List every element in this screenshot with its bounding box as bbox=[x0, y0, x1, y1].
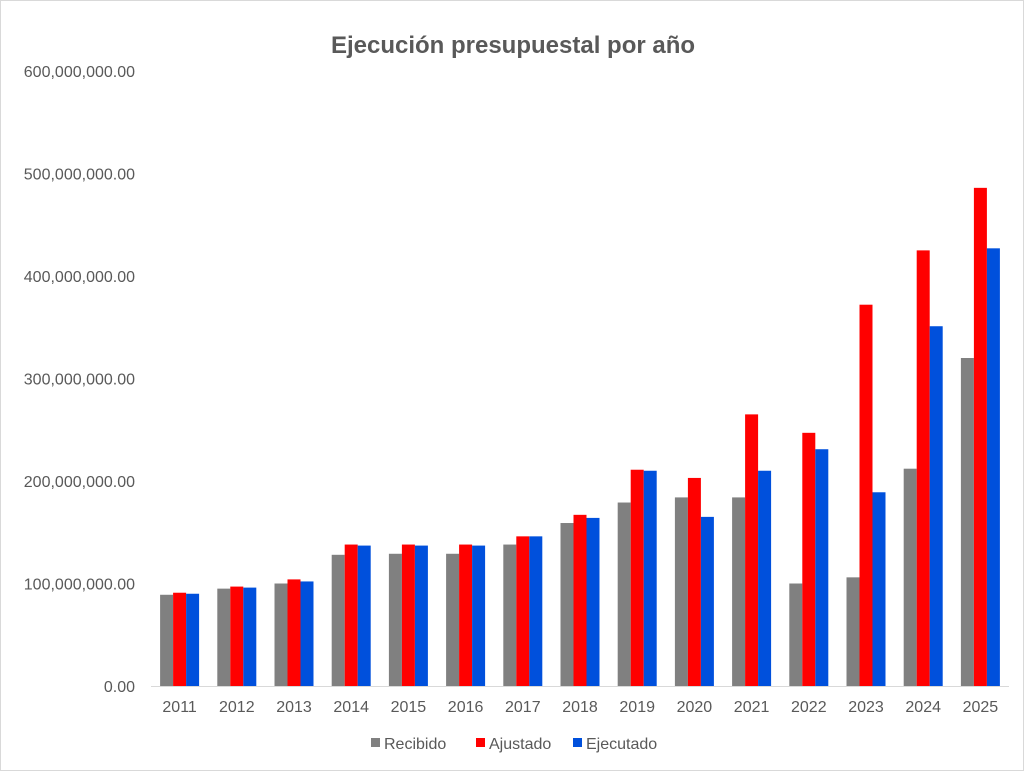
legend-label: Ejecutado bbox=[586, 736, 657, 753]
bars-group bbox=[160, 187, 1000, 687]
legend-item-ejecutado: Ejecutado bbox=[573, 736, 657, 753]
bar-ejecutado-2014 bbox=[357, 545, 371, 686]
bar-ajustado-2016 bbox=[459, 544, 473, 686]
bar-ajustado-2022 bbox=[802, 432, 816, 686]
y-tick-label: 600,000,000.00 bbox=[24, 64, 135, 81]
bar-recibido-2018 bbox=[560, 523, 574, 686]
x-tick-label: 2019 bbox=[619, 699, 655, 716]
bar-ejecutado-2020 bbox=[700, 516, 714, 687]
bar-ejecutado-2019 bbox=[643, 470, 657, 686]
x-tick-label: 2023 bbox=[848, 699, 884, 716]
bar-ejecutado-2025 bbox=[986, 248, 1000, 686]
bar-recibido-2011 bbox=[160, 594, 174, 686]
x-tick-label: 2014 bbox=[333, 699, 369, 716]
bar-recibido-2023 bbox=[846, 577, 860, 686]
x-tick-label: 2020 bbox=[677, 699, 713, 716]
legend-item-ajustado: Ajustado bbox=[476, 736, 551, 753]
bar-ejecutado-2012 bbox=[243, 587, 257, 686]
bar-recibido-2013 bbox=[274, 583, 288, 686]
bar-ajustado-2018 bbox=[573, 514, 587, 686]
x-tick-label: 2012 bbox=[219, 699, 255, 716]
bar-ajustado-2023 bbox=[859, 304, 873, 686]
bar-ajustado-2024 bbox=[916, 250, 930, 687]
x-tick-label: 2021 bbox=[734, 699, 770, 716]
bar-ajustado-2015 bbox=[401, 544, 415, 686]
y-tick-label: 400,000,000.00 bbox=[24, 269, 135, 286]
bar-recibido-2024 bbox=[903, 468, 917, 686]
x-tick-label: 2025 bbox=[963, 699, 999, 716]
bar-recibido-2020 bbox=[674, 497, 688, 686]
bar-ejecutado-2017 bbox=[529, 536, 543, 686]
bar-ajustado-2012 bbox=[230, 586, 244, 686]
x-tick-label: 2015 bbox=[391, 699, 427, 716]
legend-swatch bbox=[573, 738, 582, 747]
x-tick-label: 2017 bbox=[505, 699, 541, 716]
y-tick-label: 0.00 bbox=[104, 679, 135, 696]
legend-item-recibido: Recibido bbox=[371, 736, 446, 753]
bar-ejecutado-2011 bbox=[186, 593, 200, 686]
y-axis-labels: 0.00 100,000,000.00 200,000,000.00 300,000,… bbox=[24, 64, 135, 696]
x-tick-label: 2016 bbox=[448, 699, 484, 716]
bar-ejecutado-2013 bbox=[300, 581, 314, 686]
bar-recibido-2022 bbox=[789, 583, 803, 686]
bar-ajustado-2019 bbox=[630, 469, 644, 686]
x-tick-label: 2011 bbox=[162, 699, 197, 716]
bar-ajustado-2020 bbox=[687, 477, 701, 686]
bar-ejecutado-2016 bbox=[472, 545, 486, 686]
bar-ejecutado-2015 bbox=[414, 545, 428, 686]
bar-recibido-2025 bbox=[960, 358, 974, 686]
y-tick-label: 100,000,000.00 bbox=[24, 577, 135, 594]
bar-recibido-2012 bbox=[217, 588, 231, 687]
y-tick-label: 300,000,000.00 bbox=[24, 372, 135, 389]
bar-ejecutado-2023 bbox=[872, 492, 886, 686]
bar-ajustado-2014 bbox=[344, 544, 358, 686]
y-tick-label: 200,000,000.00 bbox=[24, 474, 135, 491]
legend: Recibido Ajustado Ejecutado bbox=[371, 736, 657, 753]
bar-ajustado-2025 bbox=[973, 187, 987, 686]
bar-ejecutado-2024 bbox=[929, 326, 943, 686]
bar-ajustado-2017 bbox=[516, 536, 530, 686]
bar-ejecutado-2021 bbox=[758, 470, 772, 686]
bar-recibido-2021 bbox=[732, 497, 746, 686]
x-tick-label: 2013 bbox=[276, 699, 312, 716]
bar-recibido-2016 bbox=[446, 553, 460, 686]
bar-recibido-2015 bbox=[388, 553, 402, 686]
bar-recibido-2014 bbox=[331, 554, 345, 686]
bar-recibido-2019 bbox=[617, 502, 631, 686]
legend-swatch bbox=[371, 738, 380, 747]
legend-swatch bbox=[476, 738, 485, 747]
x-tick-label: 2022 bbox=[791, 699, 827, 716]
bar-ajustado-2021 bbox=[745, 414, 759, 687]
bar-ajustado-2013 bbox=[287, 579, 301, 686]
y-tick-label: 500,000,000.00 bbox=[24, 167, 135, 184]
legend-label: Recibido bbox=[384, 736, 446, 753]
bar-ajustado-2011 bbox=[173, 592, 187, 686]
bar-ejecutado-2018 bbox=[586, 517, 600, 686]
bar-ejecutado-2022 bbox=[815, 449, 829, 686]
chart-title: Ejecución presupuestal por año bbox=[331, 32, 695, 59]
legend-label: Ajustado bbox=[489, 736, 551, 753]
x-axis-labels: 2011 2012 2013 2014 2015 2016 2017 2018 2019 2020… bbox=[162, 699, 998, 716]
x-tick-label: 2024 bbox=[905, 699, 941, 716]
x-tick-label: 2018 bbox=[562, 699, 598, 716]
bar-recibido-2017 bbox=[503, 544, 517, 686]
